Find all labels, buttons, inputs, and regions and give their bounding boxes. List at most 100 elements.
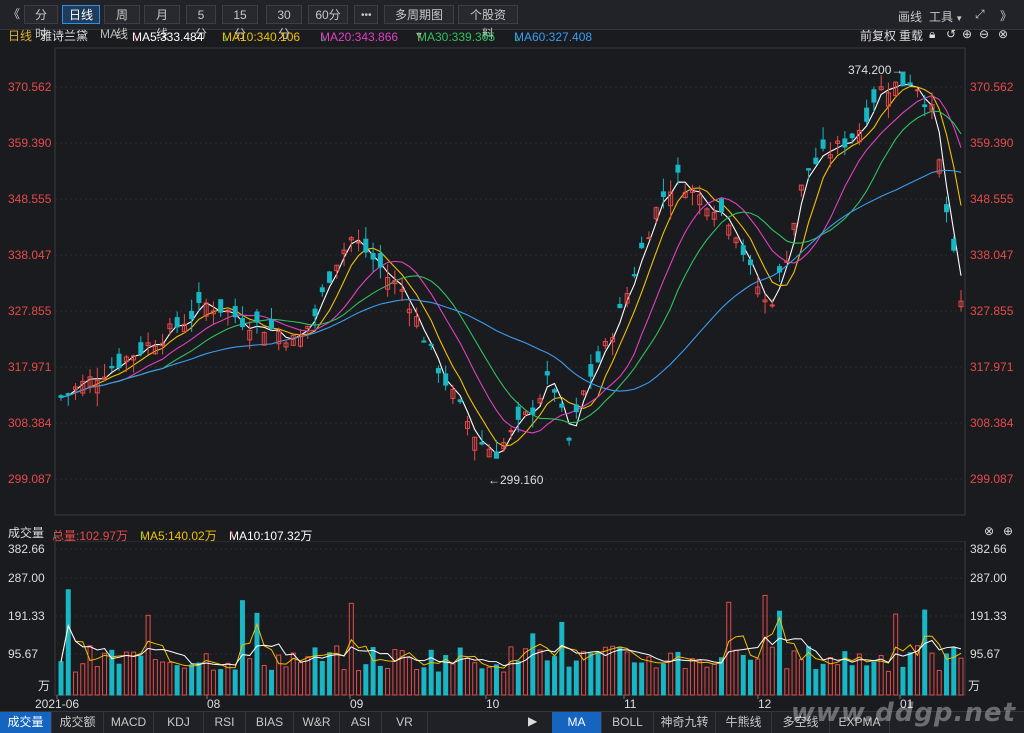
- candle-down: [675, 164, 681, 173]
- stock-profile-button[interactable]: 个股资料: [458, 5, 518, 41]
- tab-boll[interactable]: BOLL: [602, 712, 654, 733]
- tab-成交额[interactable]: 成交额: [52, 712, 104, 733]
- volume-bar-up: [283, 666, 289, 696]
- forward-icon[interactable]: 》: [1000, 9, 1013, 23]
- axis-tick-label: 308.384: [970, 416, 1014, 430]
- volume-unit-right: 万: [968, 679, 981, 693]
- tab-成交量[interactable]: 成交量: [0, 712, 52, 733]
- reload-button[interactable]: 重载: [899, 29, 924, 43]
- volume-bar-up: [261, 664, 267, 696]
- tab-weekly[interactable]: 周线: [104, 5, 140, 41]
- tab-5min[interactable]: 5分: [186, 5, 216, 41]
- tab-w&r[interactable]: W&R: [294, 712, 340, 733]
- tab-intraday[interactable]: 分时: [24, 5, 58, 41]
- close-volume-icon[interactable]: ⊗: [984, 524, 995, 538]
- volume-bar-up: [181, 667, 187, 696]
- back-icon[interactable]: 《: [8, 7, 21, 21]
- candle-up: [682, 191, 688, 199]
- candle-down: [552, 389, 558, 393]
- candle-down: [617, 303, 623, 309]
- candle-up: [414, 316, 420, 327]
- tab-expma[interactable]: EXPMA: [830, 712, 890, 733]
- volume-bar-up: [704, 666, 710, 696]
- axis-tick-label: 317.971: [970, 360, 1014, 374]
- volume-bar-up: [385, 668, 391, 696]
- volume-bar-up: [755, 658, 761, 696]
- more-periods-button[interactable]: •••: [354, 5, 378, 24]
- volume-bar-down: [515, 660, 521, 696]
- tab-vr[interactable]: VR: [382, 712, 428, 733]
- tab-15min[interactable]: 15分: [222, 5, 258, 41]
- tab-bias[interactable]: BIAS: [246, 712, 294, 733]
- multi-period-dropdown[interactable]: 多周期图 ▼: [384, 5, 454, 40]
- candlestick-chart[interactable]: [0, 0, 1024, 711]
- candle-down: [189, 310, 195, 320]
- candle-up: [392, 280, 398, 285]
- candle-up: [73, 386, 79, 390]
- candle-up: [856, 129, 862, 143]
- volume-bar-up: [123, 651, 129, 696]
- close-icon[interactable]: ⊗: [998, 27, 1009, 41]
- toolbar: 《 分时 日线 周线 月线 5分 15分 30分 60分 ••• 多周期图 ▼ …: [0, 0, 1024, 41]
- tab-daily[interactable]: 日线: [62, 5, 100, 24]
- tab-asi[interactable]: ASI: [340, 712, 382, 733]
- candle-up: [298, 334, 304, 347]
- date-tick-label: 08: [207, 697, 221, 711]
- candle-up: [348, 237, 354, 241]
- volume-bar-up: [406, 657, 412, 696]
- price-panel-frame: [54, 47, 966, 516]
- volume-bar-up: [399, 650, 405, 696]
- candle-up: [784, 260, 790, 263]
- ma30-line: [60, 110, 962, 424]
- volume-bar-down: [377, 665, 383, 696]
- volume-bar-up: [610, 645, 616, 696]
- candle-up: [610, 337, 616, 343]
- candle-up: [87, 376, 93, 387]
- volume-bar-up: [87, 645, 93, 696]
- draw-line-button[interactable]: 画线: [898, 10, 923, 24]
- volume-bar-down: [566, 666, 572, 696]
- undo-icon[interactable]: ↺: [946, 27, 957, 41]
- axis-tick-label: 338.047: [970, 248, 1014, 262]
- candle-down: [842, 138, 848, 148]
- axis-tick-label: 95.67: [8, 647, 39, 661]
- tabs-next-arrow-icon[interactable]: ▶: [528, 714, 538, 728]
- volume-bar-down: [479, 668, 485, 696]
- tab-macd[interactable]: MACD: [104, 712, 154, 733]
- candle-up: [102, 376, 108, 380]
- tab-ma[interactable]: MA: [552, 712, 602, 733]
- candle-down: [573, 404, 579, 413]
- volume-bar-up: [668, 652, 674, 696]
- tab-monthly[interactable]: 月线: [144, 5, 180, 41]
- tab-30min[interactable]: 30分: [266, 5, 302, 41]
- axis-tick-label: 382.66: [8, 542, 45, 556]
- lock-icon[interactable]: 🔒︎: [929, 27, 936, 41]
- tools-dropdown[interactable]: 工具 ▼: [929, 8, 963, 25]
- volume-bar-up: [102, 652, 108, 696]
- add-indicator-icon[interactable]: ⊕: [962, 27, 973, 41]
- add-volume-icon[interactable]: ⊕: [1003, 524, 1014, 538]
- candle-down: [515, 406, 521, 420]
- fullscreen-icon[interactable]: ⤢: [975, 7, 985, 21]
- adjust-mode[interactable]: 前复权: [860, 29, 897, 43]
- remove-indicator-icon[interactable]: ⊖: [979, 27, 990, 41]
- candle-up: [472, 436, 478, 451]
- volume-label: 成交量: [8, 526, 45, 540]
- tab-rsi[interactable]: RSI: [204, 712, 246, 733]
- tab-神奇九转[interactable]: 神奇九转: [654, 712, 716, 733]
- candle-down: [777, 266, 783, 273]
- tab-kdj[interactable]: KDJ: [154, 712, 204, 733]
- candle-down: [377, 253, 383, 268]
- candle-down: [65, 393, 71, 396]
- tab-牛熊线[interactable]: 牛熊线: [716, 712, 772, 733]
- volume-bar-up: [537, 649, 543, 696]
- candle-up: [341, 249, 347, 254]
- tab-60min[interactable]: 60分: [308, 5, 348, 24]
- volume-bar-down: [58, 661, 64, 696]
- volume-bar-down: [748, 659, 754, 696]
- candle-up: [704, 208, 710, 217]
- tab-多空线[interactable]: 多空线: [772, 712, 830, 733]
- volume-bar-down: [849, 665, 855, 696]
- volume-bar-up: [73, 671, 79, 696]
- volume-bar-up: [131, 651, 137, 696]
